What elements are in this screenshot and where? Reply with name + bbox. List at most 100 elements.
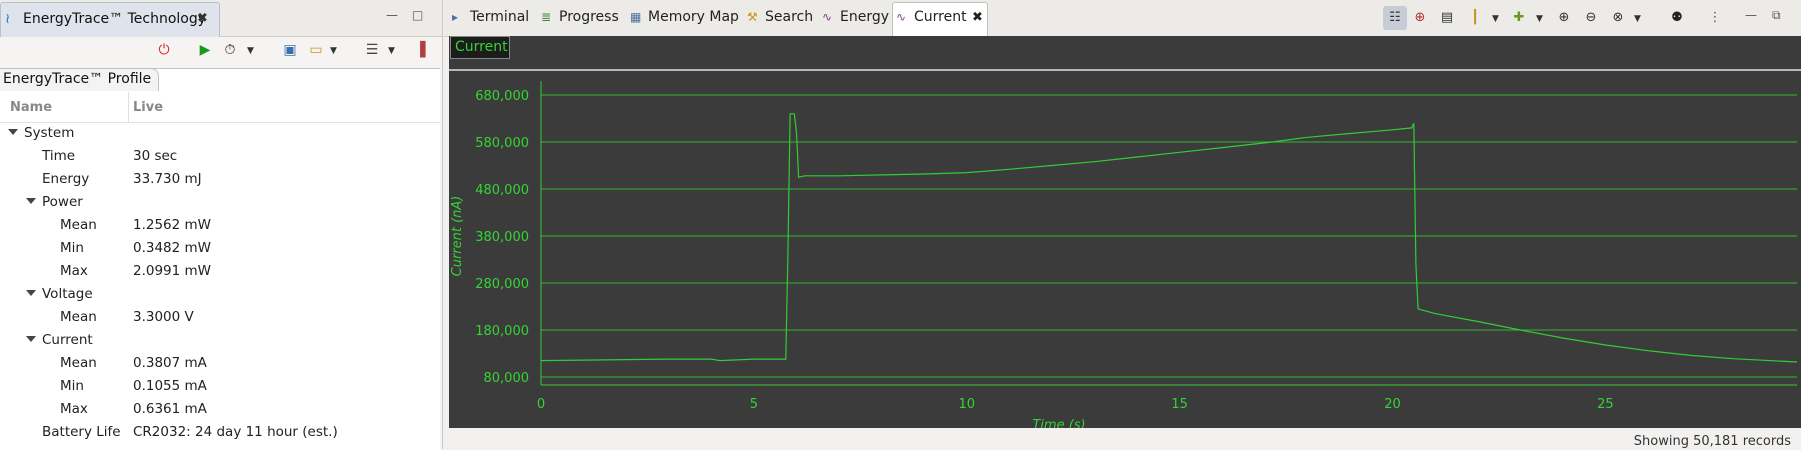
tab-energy[interactable]: ∿ Energy <box>822 9 889 25</box>
minimize-icon[interactable]: — <box>386 8 398 22</box>
close-icon[interactable]: ✖ <box>197 11 208 26</box>
column-live-header[interactable]: Live <box>133 100 164 115</box>
chevron-down-icon[interactable]: ▼ <box>388 46 395 56</box>
x-tick-label: 20 <box>1384 397 1401 412</box>
tree-row[interactable]: Current <box>0 329 440 352</box>
tree-row[interactable]: Max 0.6361 mA <box>0 398 440 421</box>
chart-icon[interactable]: ▐ <box>414 42 426 58</box>
chevron-down-icon[interactable]: ▼ <box>330 46 337 56</box>
fit-icon[interactable]: ☷ <box>1389 10 1401 25</box>
current-chart[interactable]: 80,000 180,000 280,000 380,000 480,000 580,00… <box>449 36 1801 433</box>
expand-toggle-icon[interactable] <box>26 290 36 296</box>
tab-terminal[interactable]: ▸ Terminal <box>452 9 529 25</box>
x-tick-label: 15 <box>1171 397 1188 412</box>
more-icon[interactable]: ⋮ <box>1708 10 1722 25</box>
play-icon[interactable]: ▶ <box>199 42 211 58</box>
tab-terminal-label: Terminal <box>470 9 530 25</box>
pin-icon[interactable]: ⚉ <box>1671 10 1683 25</box>
tree-row-value: CR2032: 24 day 11 hour (est.) <box>133 424 338 440</box>
align-icon[interactable]: ⊕ <box>1414 10 1426 25</box>
tab-search[interactable]: ⚒ Search <box>747 9 813 25</box>
chevron-down-icon[interactable]: ▼ <box>1492 14 1499 24</box>
y-tick-label: 180,000 <box>475 324 529 339</box>
tree-row[interactable]: Max 2.0991 mW <box>0 260 440 283</box>
current-graph-icon: ∿ <box>896 10 907 24</box>
chart-legend-tag: Current <box>450 36 510 59</box>
tree-row-value: 0.3482 mW <box>133 240 212 256</box>
view-options-icon[interactable]: ☰ <box>365 42 379 58</box>
profile-view <box>0 68 440 450</box>
tab-energytrace-label: EnergyTrace™ Technology <box>23 11 207 27</box>
energytrace-icon: ≀ <box>5 11 11 27</box>
status-records: Showing 50,181 records <box>1633 434 1791 449</box>
tab-progress[interactable]: ≣ Progress <box>541 9 619 25</box>
tree-row-value: 2.0991 mW <box>133 263 212 279</box>
tree-row-name: Min <box>60 240 84 256</box>
tree-row-name: Mean <box>60 217 97 233</box>
tab-memory-map[interactable]: ▦ Memory Map <box>630 9 739 25</box>
zoom-out-icon[interactable]: ⊖ <box>1585 10 1597 25</box>
y-axis-label: Current (nA) <box>450 196 465 277</box>
restore-icon[interactable]: ⧉ <box>1772 8 1781 22</box>
table-icon[interactable]: ▤ <box>1440 10 1454 25</box>
tab-memory-map-label: Memory Map <box>648 9 739 25</box>
tree-row[interactable]: Energy 33.730 mJ <box>0 168 440 191</box>
minimize-icon[interactable]: — <box>1745 8 1757 22</box>
tree-row[interactable]: Mean 0.3807 mA <box>0 352 440 375</box>
y-tick-label: 280,000 <box>475 277 529 292</box>
current-series-line <box>540 113 1798 363</box>
y-tick-label: 680,000 <box>475 89 529 104</box>
zoom-in-icon[interactable]: ⊕ <box>1558 10 1570 25</box>
tree-row-value: 1.2562 mW <box>133 217 212 233</box>
timer-icon[interactable]: ⏱ <box>224 42 236 58</box>
tree-header: Name Live <box>0 92 440 123</box>
expand-toggle-icon[interactable] <box>26 198 36 204</box>
tab-energytrace-profile[interactable]: EnergyTrace™ Profile <box>0 68 159 91</box>
tab-current-background <box>892 2 988 37</box>
y-tick-label: 80,000 <box>484 371 530 386</box>
tree-row[interactable]: Time 30 sec <box>0 145 440 168</box>
column-divider[interactable] <box>128 92 129 122</box>
expand-toggle-icon[interactable] <box>8 129 18 135</box>
profile-tree: System Time 30 sec Energy 33.730 mJ Power Mean… <box>0 122 440 449</box>
x-tick-label: 10 <box>958 397 975 412</box>
fit-icon-highlight <box>1383 6 1407 30</box>
tree-row-name: Power <box>42 194 83 210</box>
tree-row-value: 3.3000 V <box>133 309 194 325</box>
save-icon[interactable]: ▣ <box>283 42 297 58</box>
current-chart-svg: 80,000 180,000 280,000 380,000 480,000 580,00… <box>449 69 1801 433</box>
expand-toggle-icon[interactable] <box>26 336 36 342</box>
chevron-down-icon[interactable]: ▼ <box>1536 14 1543 24</box>
tree-row-value: 0.1055 mA <box>133 378 207 394</box>
close-icon[interactable]: ✖ <box>972 10 983 25</box>
open-folder-icon[interactable]: ▭ <box>309 42 323 58</box>
tree-row-name: Max <box>60 401 88 417</box>
tree-row-value: 33.730 mJ <box>133 171 202 187</box>
tab-current[interactable]: ∿ Current <box>896 9 967 25</box>
chevron-down-icon[interactable]: ▼ <box>247 46 254 56</box>
tree-row[interactable]: Power <box>0 191 440 214</box>
tree-row[interactable]: Min 0.1055 mA <box>0 375 440 398</box>
tree-row[interactable]: Voltage <box>0 283 440 306</box>
progress-icon: ≣ <box>541 10 552 24</box>
tree-row[interactable]: Battery Life CR2032: 24 day 11 hour (est.… <box>0 421 440 444</box>
left-toolbar: ⏻ ▶ ⏱ ▼ ▣ ▭ ▼ ☰ ▼ ▐ <box>0 37 442 67</box>
chevron-down-icon[interactable]: ▼ <box>1634 14 1641 24</box>
tree-row[interactable]: Mean 1.2562 mW <box>0 214 440 237</box>
y-tick-label: 580,000 <box>475 136 529 151</box>
tab-energytrace[interactable]: ≀ EnergyTrace™ Technology ✖ <box>0 2 220 37</box>
column-name-header[interactable]: Name <box>10 100 53 115</box>
tree-row[interactable]: Mean 3.3000 V <box>0 306 440 329</box>
y-tick-label: 480,000 <box>475 183 529 198</box>
tree-row[interactable]: Min 0.3482 mW <box>0 237 440 260</box>
x-tick-label: 5 <box>750 397 758 412</box>
tree-row[interactable]: System <box>0 122 440 145</box>
stop-icon[interactable]: ⏻ <box>158 42 170 58</box>
right-tab-bar <box>444 0 1801 37</box>
maximize-icon[interactable]: □ <box>412 8 424 22</box>
add-icon[interactable]: ✚ <box>1513 10 1525 25</box>
zoom-region-icon[interactable]: ⊗ <box>1612 10 1624 25</box>
tab-energy-label: Energy <box>840 9 890 25</box>
tree-row-name: Time <box>42 148 76 164</box>
marker-icon[interactable]: ┃ <box>1471 10 1479 25</box>
